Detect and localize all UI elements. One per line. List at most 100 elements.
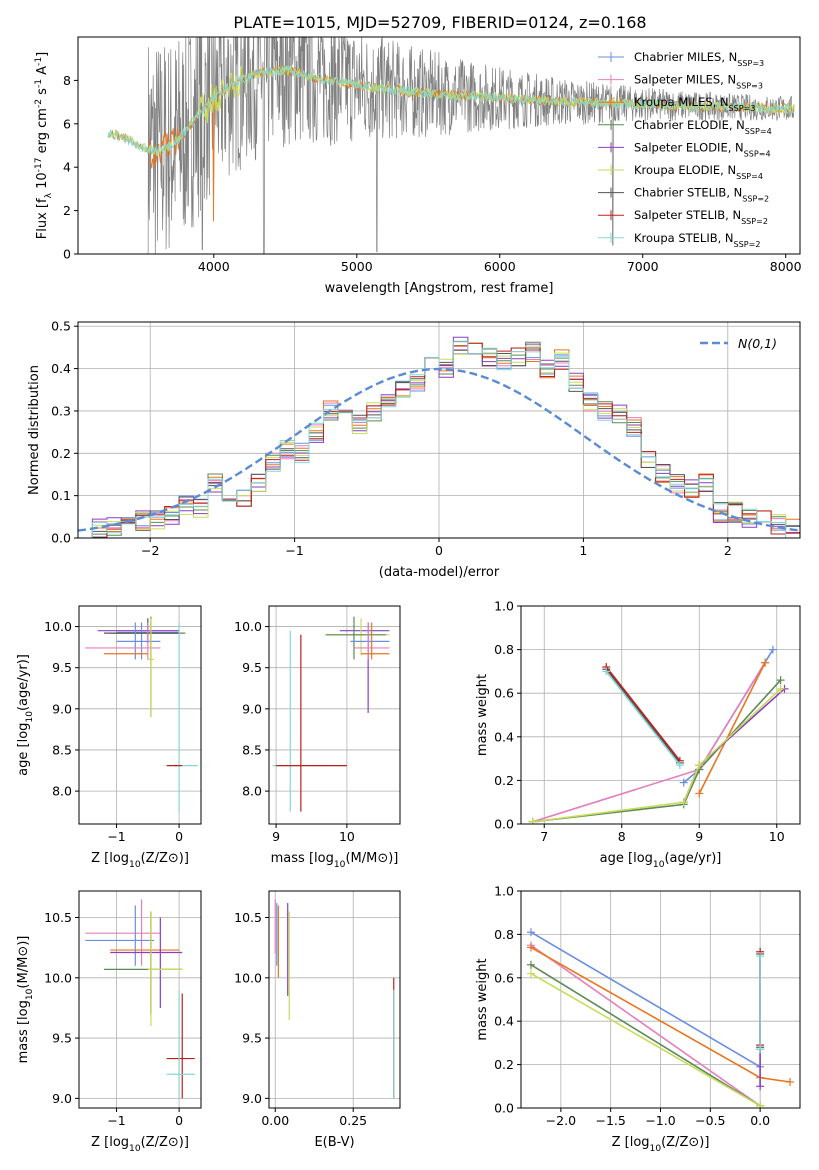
x-tick-label: 7 [540,829,548,844]
y-tick-label: 10.5 [44,910,72,925]
y-tick-label: 6 [63,116,71,131]
plot-area [78,336,800,538]
label-part: age [ [600,851,633,866]
label-part: (Z/Z⊙)] [141,851,189,866]
y-tick-label: 9.0 [52,701,72,716]
y-tick-label: 9.5 [52,1031,72,1046]
label-part: 10 [334,860,346,870]
x-tick-label: 0 [175,1113,183,1128]
label-part: (M/M⊙)] [16,936,31,989]
label-part: SSP=2 [741,217,768,226]
label-part: SSP=4 [745,126,772,135]
label-part: age [ [16,742,31,775]
label-part: A [35,66,50,79]
overlay: −2 −1 0 1 2 0.0 0.1 0.2 0.3 0.4 0.5 (data-model)/er… [27,319,801,580]
axes-spectrum: 4000 5000 6000 7000 8000 0 2 4 6 8 wavelength [Ang… [34,36,802,296]
y-tick-label: 9.0 [242,701,262,716]
y-tick-label: 1.0 [494,599,514,614]
x-tick-label: 0.25 [339,1113,367,1128]
x-tick-label: 10 [769,829,785,844]
x-axis-label: Z [log10(Z/Z⊙)] [91,851,189,870]
legend-label: Salpeter MILES, NSSP=3 [634,73,763,91]
weight-line-salpeter_miles [530,944,761,1107]
grid [521,890,800,1109]
y-tick-label: 8.5 [52,742,72,757]
y-axis-label: age [log10(age/yr)] [16,654,35,776]
plot-area [85,616,198,812]
label-part: log [109,851,129,866]
x-tick-label: 8000 [770,259,802,274]
y-tick-label: 10.0 [234,619,262,634]
label-part: s [35,88,50,99]
axes-frame [78,605,202,825]
x-tick-label: 4000 [198,259,230,274]
axes-frame [268,605,401,825]
y-tick-label: 9.0 [242,1091,262,1106]
legend-label: Chabrier STELIB, NSSP=2 [634,186,769,204]
label-part: 10 [653,860,665,870]
label-part: -2 [34,99,44,108]
plot-area [526,928,795,1108]
label-part: Chabrier STELIB, N [634,186,742,200]
label-part: log [16,1000,31,1020]
axes-frame [77,36,801,255]
plot-area [85,899,195,1099]
y-tick-label: 0.1 [51,488,71,503]
x-tick-label: 0.00 [261,1113,289,1128]
x-tick-label: −1 [107,829,125,844]
y-tick-label: 0.8 [494,927,514,942]
weight-line-salpeter_miles [532,662,766,823]
label-part: -1 [34,57,44,66]
y-tick-label: 10.5 [234,910,262,925]
grid [79,606,201,824]
legend-label: Kroupa MILES, NSSP=3 [634,95,755,113]
weight-line-chabrier_stelib [605,668,681,764]
label-part: (age/yr)] [16,654,31,711]
label-part: Salpeter MILES, N [634,73,736,87]
label-part: Salpeter STELIB, N [634,208,741,222]
axes-frame [268,890,401,1109]
y-tick-label: 0.4 [494,1014,514,1029]
label-part: (Z/Z⊙)] [141,1135,189,1150]
label-part: log [630,1135,650,1150]
axes-mass_vs_z: −1 09.09.510.010.5Z [log10(Z/Z⊙)]mass [lo… [16,890,202,1154]
axes-mass_vs_ebv: 0.00 0.25 9.0 9.5 10.0 10.5 E(B-V) [234,890,401,1150]
label-part: SSP=3 [736,81,763,90]
x-tick-label: −1.0 [645,1113,675,1128]
label-part: SSP=4 [744,149,771,158]
label-part: mass [ [271,851,314,866]
x-tick-label: −1.5 [595,1113,625,1128]
label-part: Z [ [91,851,109,866]
label-part: log [16,723,31,743]
label-part: (age/yr)] [664,851,721,866]
plot-area [528,645,789,824]
model-line-kroupa_stelib [107,64,795,158]
overlay: 4000 5000 6000 7000 8000 0 2 4 6 8 wavelength [Ang… [34,36,802,296]
weight-line-chabrier_miles [683,649,774,784]
x-axis-label: Z [log10(Z/Z⊙)] [91,1135,189,1154]
y-axis-label: mass [log10(M/M⊙)] [16,936,35,1064]
x-tick-label: −0.5 [695,1113,725,1128]
label-part: log [633,851,653,866]
x-axis-label: (data-model)/error [379,565,500,580]
y-tick-label: 10.0 [234,970,262,985]
x-tick-label: −2 [141,543,159,558]
label-part: -1 [34,79,44,88]
y-tick-label: 9.5 [242,1031,262,1046]
x-tick-label: −1 [285,543,303,558]
label-part: SSP=2 [734,239,761,248]
label-part: Z [ [91,1135,109,1150]
label-part: log [314,851,334,866]
y-tick-label: 0 [63,247,71,262]
weight-line-kroupa_elodie [532,688,782,823]
label-part: λ [44,192,54,198]
label-part: Flux [f [35,198,50,239]
grid [269,891,400,1108]
x-axis-label: mass [log10(M/M⊙)] [271,851,399,870]
weight-line-salpeter_stelib [605,666,681,762]
legend: N(0,1) [700,336,777,351]
label-part: Salpeter ELODIE, N [634,140,744,154]
y-tick-label: 8 [63,73,71,88]
